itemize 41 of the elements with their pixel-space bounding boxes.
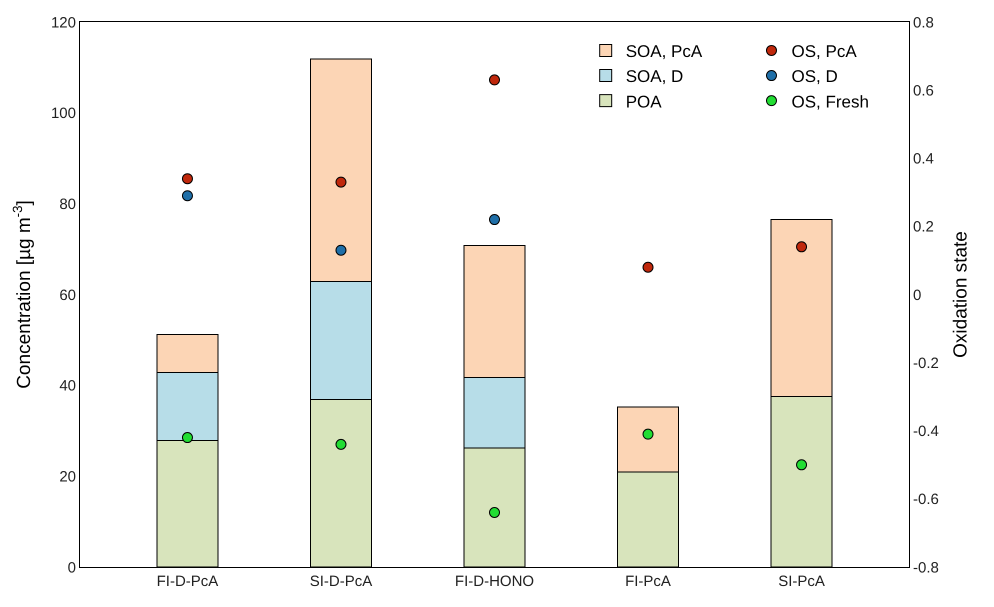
y2-tick-label: -0.2 (913, 354, 939, 372)
point (489, 507, 500, 518)
y2-axis-title: Oxidation state (950, 231, 972, 358)
point (489, 214, 500, 226)
y2-tick-label: -0.4 (913, 423, 939, 440)
y-tick-label: 100 (50, 105, 76, 122)
y-tick-label: 20 (59, 468, 76, 486)
y-tick-label: 80 (59, 196, 76, 213)
y2-tick-label: -0.8 (913, 559, 939, 576)
y2-tick-label: 0.8 (913, 14, 934, 32)
y-tick-label: 0 (68, 559, 76, 576)
y2-tick-label: 0.6 (913, 82, 934, 100)
legend-label: OS, PcA (791, 42, 858, 62)
x-tick-label: FI-D-HONO (454, 573, 534, 590)
point (489, 74, 500, 86)
point (182, 432, 193, 444)
legend-label: POA (626, 92, 662, 112)
point (335, 438, 346, 450)
legend-label: SOA, D (626, 67, 684, 86)
legend-label: OS, D (791, 67, 838, 86)
point (642, 428, 654, 440)
point (796, 241, 808, 252)
point (182, 173, 193, 184)
point (642, 262, 654, 273)
x-tick-label: SI-PcA (778, 573, 825, 590)
y-tick-label: 60 (59, 286, 76, 304)
y2-tick-label: 0.2 (913, 218, 934, 236)
x-tick-label: SI-D-PcA (310, 573, 372, 590)
y2-tick-label: 0.4 (913, 150, 934, 168)
x-tick-label: FI-PcA (625, 573, 671, 590)
y-tick-label: 120 (50, 14, 76, 32)
point (335, 244, 346, 256)
legend-label: SOA, PcA (626, 42, 703, 62)
y2-tick-label: 0 (913, 286, 922, 304)
point (796, 459, 808, 470)
y-tick-label: 40 (59, 378, 76, 395)
legend-label: OS, Fresh (791, 92, 869, 112)
point (335, 176, 346, 188)
y2-tick-label: -0.6 (913, 491, 939, 508)
x-tick-label: FI-D-PcA (156, 573, 218, 590)
point (182, 190, 193, 202)
